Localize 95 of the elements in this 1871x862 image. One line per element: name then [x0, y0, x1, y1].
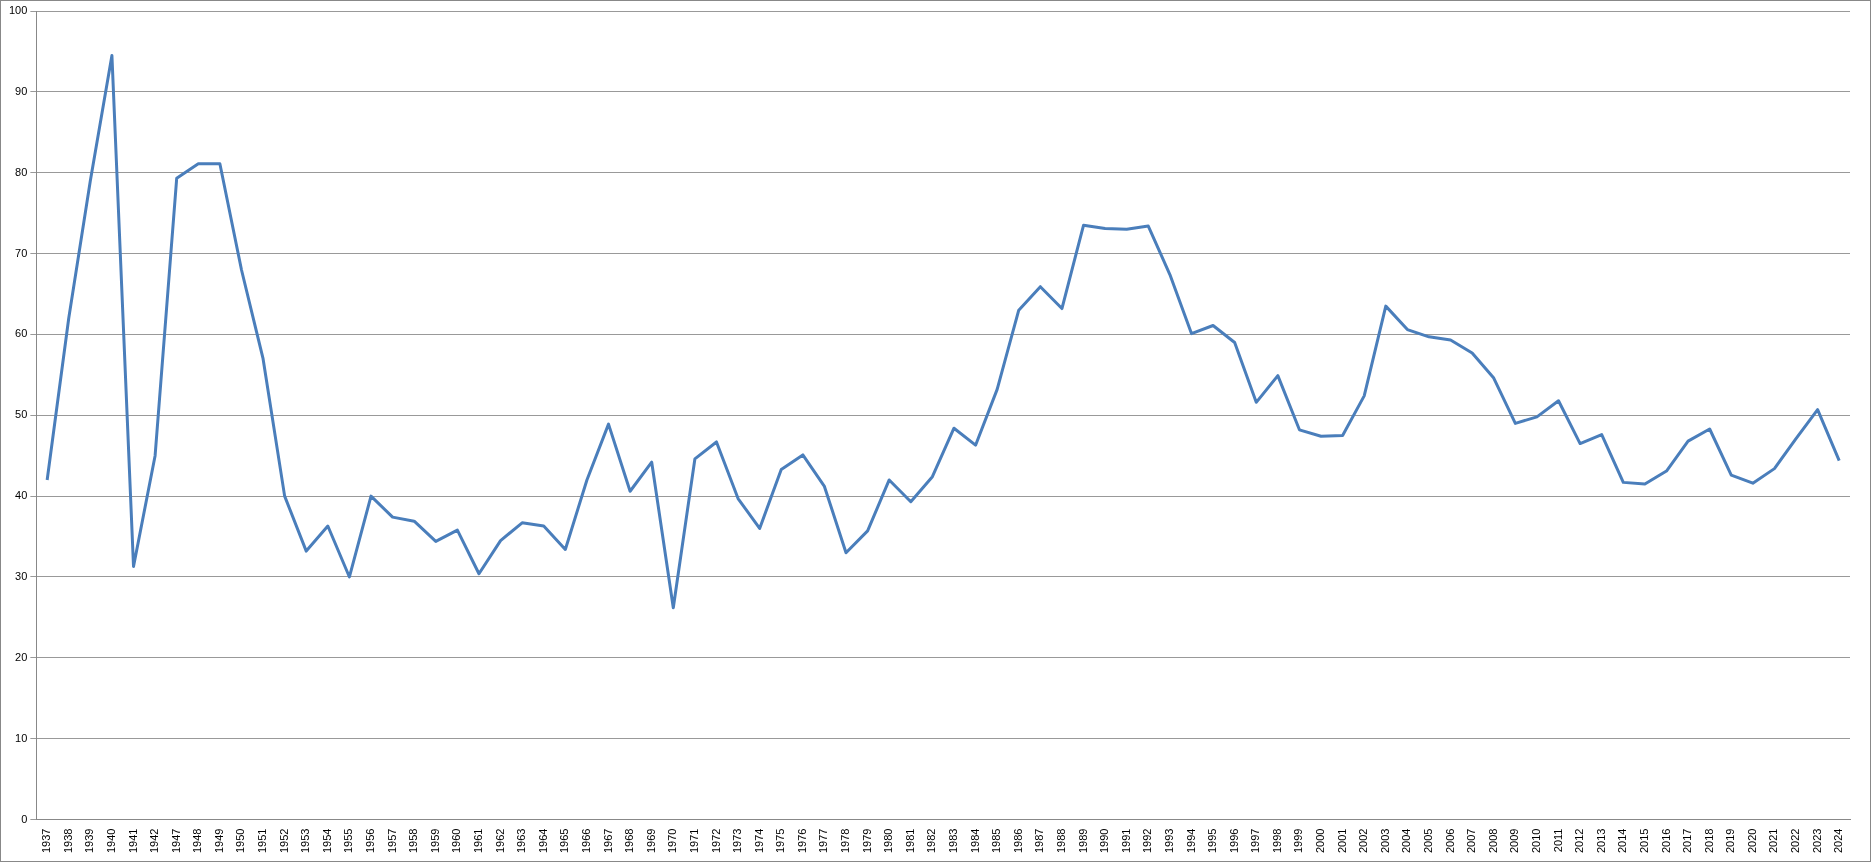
x-tick-label: 1981 — [903, 828, 916, 854]
x-tick-label: 1959 — [428, 828, 441, 854]
x-tick-label: 1947 — [169, 828, 182, 854]
x-tick-label: 2010 — [1529, 828, 1542, 854]
x-tick-label: 1986 — [1011, 828, 1024, 854]
x-tick-label: 2006 — [1443, 828, 1456, 854]
x-tick-label: 2003 — [1378, 828, 1391, 854]
x-tick-label: 2005 — [1422, 828, 1435, 854]
x-tick-label: 1954 — [320, 828, 333, 854]
x-tick-label: 1971 — [687, 828, 700, 854]
x-tick-label: 1996 — [1227, 828, 1240, 854]
x-tick-label: 2024 — [1832, 828, 1845, 854]
x-tick-label: 1991 — [1119, 828, 1132, 854]
x-tick-label: 1974 — [752, 828, 765, 854]
x-tick-label: 2013 — [1594, 828, 1607, 854]
x-tick-label: 1956 — [364, 828, 377, 854]
x-tick-label: 2009 — [1508, 828, 1521, 854]
x-tick-label: 1953 — [299, 828, 312, 854]
x-tick-label: 1995 — [1206, 828, 1219, 854]
x-tick-label: 1941 — [126, 828, 139, 854]
x-tick-label: 2000 — [1314, 828, 1327, 854]
x-tick-label: 1938 — [61, 828, 74, 854]
y-tick-label: 90 — [15, 84, 28, 97]
y-tick-label: 50 — [15, 408, 28, 421]
x-tick-label: 1990 — [1098, 828, 1111, 854]
x-tick-label: 1969 — [644, 828, 657, 854]
x-tick-label: 1970 — [666, 828, 679, 854]
x-tick-label: 1977 — [817, 828, 830, 854]
x-tick-label: 2018 — [1702, 828, 1715, 854]
x-tick-label: 2007 — [1465, 828, 1478, 854]
x-tick-label: 2001 — [1335, 828, 1348, 854]
x-tick-label: 1958 — [407, 828, 420, 854]
y-tick-label: 30 — [15, 570, 28, 582]
x-tick-label: 1982 — [925, 828, 938, 854]
x-tick-label: 2016 — [1659, 828, 1672, 854]
x-tick-label: 1978 — [839, 828, 852, 854]
x-tick-label: 1952 — [277, 828, 290, 854]
y-tick-label: 100 — [8, 4, 28, 17]
x-tick-label: 2023 — [1810, 828, 1823, 854]
x-tick-label: 2015 — [1637, 828, 1650, 854]
x-tick-label: 1950 — [234, 828, 247, 854]
y-tick-label: 40 — [15, 489, 28, 502]
y-tick-label: 0 — [21, 812, 28, 825]
x-tick-label: 1976 — [795, 828, 808, 854]
y-tick-label: 60 — [15, 327, 28, 340]
x-tick-label: 1939 — [83, 828, 96, 854]
x-tick-label: 2020 — [1745, 828, 1758, 854]
x-tick-label: 1957 — [385, 828, 398, 854]
x-tick-label: 1984 — [968, 828, 981, 854]
y-tick-label: 20 — [15, 650, 28, 663]
x-tick-label: 1955 — [342, 828, 355, 854]
x-tick-label: 1998 — [1270, 828, 1283, 854]
x-tick-label: 2019 — [1724, 828, 1737, 854]
x-tick-label: 1985 — [990, 828, 1003, 854]
x-tick-label: 1962 — [493, 828, 506, 854]
x-tick-label: 1942 — [148, 828, 161, 854]
x-tick-label: 1994 — [1184, 828, 1197, 854]
x-tick-label: 2008 — [1486, 828, 1499, 854]
x-tick-label: 1999 — [1292, 828, 1305, 854]
x-tick-label: 2014 — [1616, 828, 1629, 854]
x-tick-label: 2021 — [1767, 828, 1780, 854]
x-tick-label: 1965 — [558, 828, 571, 854]
x-tick-label: 2004 — [1400, 828, 1413, 854]
x-tick-label: 2011 — [1551, 828, 1564, 853]
x-tick-label: 1980 — [882, 828, 895, 854]
x-tick-label: 1964 — [536, 828, 549, 854]
x-tick-label: 1983 — [947, 828, 959, 854]
x-tick-label: 1988 — [1054, 828, 1067, 854]
x-tick-label: 1973 — [731, 828, 744, 854]
y-tick-label: 70 — [15, 246, 28, 259]
x-tick-label: 1951 — [256, 828, 269, 854]
x-tick-label: 1960 — [450, 828, 463, 854]
x-tick-label: 1979 — [860, 828, 873, 854]
x-tick-label: 1993 — [1162, 828, 1175, 854]
x-tick-label: 2017 — [1681, 828, 1694, 854]
y-tick-label: 10 — [15, 731, 28, 744]
x-tick-label: 1972 — [709, 828, 722, 854]
x-tick-label: 1967 — [601, 828, 614, 854]
x-tick-label: 1992 — [1141, 828, 1154, 854]
x-tick-label: 2022 — [1789, 828, 1802, 854]
x-tick-label: 1966 — [579, 828, 592, 854]
x-tick-label: 1961 — [472, 828, 484, 854]
x-tick-label: 1948 — [191, 828, 204, 854]
x-tick-label: 1987 — [1033, 828, 1046, 854]
x-tick-label: 1963 — [515, 828, 528, 854]
x-tick-label: 1940 — [104, 828, 117, 854]
x-tick-label: 1989 — [1076, 828, 1089, 854]
y-tick-label: 80 — [15, 165, 28, 178]
x-tick-label: 1997 — [1249, 828, 1262, 854]
x-tick-label: 2002 — [1357, 828, 1370, 854]
x-tick-label: 1975 — [774, 828, 787, 854]
x-tick-label: 1937 — [40, 828, 53, 854]
x-tick-label: 2012 — [1573, 828, 1586, 854]
x-tick-label: 1968 — [623, 828, 636, 854]
x-tick-label: 1949 — [212, 828, 225, 854]
